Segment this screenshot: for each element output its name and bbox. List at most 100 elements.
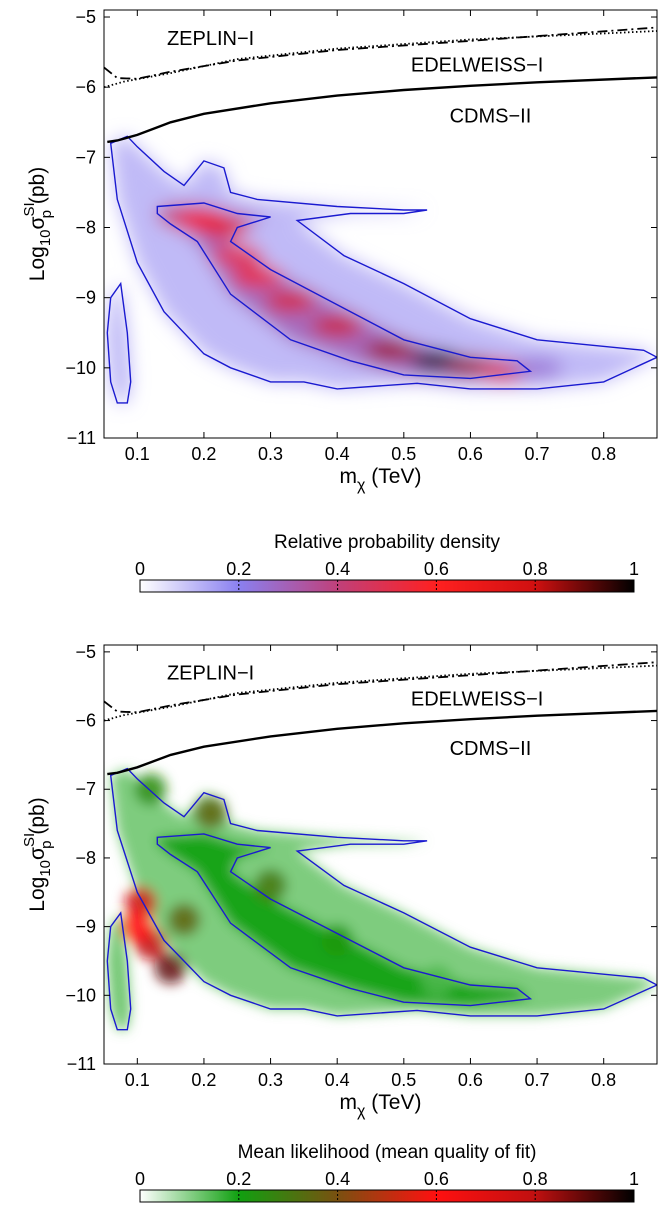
density-spot xyxy=(254,869,287,902)
density-spot xyxy=(311,315,364,336)
y-tick-label: −11 xyxy=(67,1054,96,1074)
cdms-limit-line xyxy=(107,76,657,144)
y-tick-label: −10 xyxy=(65,985,96,1005)
density-spot xyxy=(321,924,354,957)
density-field xyxy=(107,768,657,1030)
y-tick-label: −9 xyxy=(75,917,96,937)
credible-contour xyxy=(156,202,533,380)
x-tick-label: 0.8 xyxy=(591,1070,616,1090)
y-label-sub10: 10 xyxy=(37,860,54,877)
x-tick-label: 0.2 xyxy=(191,1070,216,1090)
cdms-limit-line xyxy=(107,709,657,776)
colorbar-tick-label: 0.8 xyxy=(523,559,548,579)
y-tick-label: −11 xyxy=(67,428,96,448)
colorbar-label: Relative probability density xyxy=(274,532,501,553)
x-tick-label: 0.6 xyxy=(458,444,483,464)
limit-label: CDMS−II xyxy=(450,738,532,760)
density-spot xyxy=(197,217,250,238)
density-blob xyxy=(107,912,131,1030)
limit-label: ZEPLIN−I xyxy=(167,662,254,684)
y-tick-label: −9 xyxy=(75,288,96,308)
colorbar-tick-label: 0 xyxy=(135,1169,145,1189)
y-tick-label: −6 xyxy=(75,77,96,97)
x-tick-label: 0.1 xyxy=(125,444,150,464)
y-axis-label: Log10σSIp (pb) xyxy=(21,167,55,281)
x-axis-label: mχ (TeV) xyxy=(340,1091,422,1120)
credible-contour xyxy=(156,833,533,1007)
x-tick-label: 0.7 xyxy=(525,1070,550,1090)
colorbar-tick-label: 0.2 xyxy=(226,1169,251,1189)
x-tick-label: 0.3 xyxy=(258,444,283,464)
x-tick-label: 0.3 xyxy=(258,1070,283,1090)
density-spot xyxy=(211,245,264,266)
y-label-sup: SI xyxy=(21,202,38,216)
colorbar xyxy=(139,579,635,593)
density-core xyxy=(157,833,531,1006)
colorbar-label: Mean likelihood (mean quality of fit) xyxy=(238,1142,537,1163)
x-tick-label: 0.7 xyxy=(525,444,550,464)
colorbar-tick-label: 0.6 xyxy=(424,559,449,579)
density-spot xyxy=(121,910,154,943)
x-label-sub: χ xyxy=(357,1103,366,1120)
density-haze xyxy=(110,768,657,1016)
colorbar-tick-label: 1 xyxy=(629,1169,639,1189)
y-label-subp: p xyxy=(38,840,55,848)
colorbar-tick-label: 0 xyxy=(135,559,145,579)
colorbar-tick-label: 0.2 xyxy=(226,559,251,579)
y-label-sigma: σ xyxy=(26,216,49,229)
colorbar xyxy=(139,1189,635,1203)
y-label-main: Log xyxy=(26,246,49,281)
plot-area xyxy=(104,26,657,404)
x-tick-label: 0.6 xyxy=(458,1070,483,1090)
y-label-subp: p xyxy=(38,210,55,218)
x-label-rest: (TeV) xyxy=(365,465,421,488)
density-haze xyxy=(110,136,657,389)
density-spot xyxy=(364,340,417,361)
axes-frame xyxy=(103,9,658,439)
colorbar-tick-label: 0.8 xyxy=(523,1169,548,1189)
y-tick-label: −5 xyxy=(75,642,96,662)
density-spot xyxy=(124,886,157,919)
y-tick-label: −7 xyxy=(75,779,96,799)
colorbar-tick-label: 0.6 xyxy=(424,1169,449,1189)
chart-top: ZEPLIN−I EDELWEISS−I CDMS−II 0.1 0.2 0.3 0.4 0.… xyxy=(21,7,658,593)
limit-label: ZEPLIN−I xyxy=(167,28,254,50)
y-label-main: Log xyxy=(26,877,49,912)
credible-contour xyxy=(106,281,132,404)
edelweiss-limit-line xyxy=(104,26,657,80)
y-tick-label: −6 xyxy=(75,711,96,731)
x-label-sub: χ xyxy=(357,477,366,494)
x-tick-label: 0.4 xyxy=(325,444,350,464)
y-tick-label: −7 xyxy=(75,147,96,167)
chart-bottom: ZEPLIN−I EDELWEISS−I CDMS−II 0.1 0.2 0.3 0.4 0.… xyxy=(21,642,658,1203)
limit-label: EDELWEISS−I xyxy=(411,688,543,710)
credible-contour xyxy=(109,767,657,1017)
y-tick-label: −8 xyxy=(75,218,96,238)
x-label-main: m xyxy=(340,1091,358,1114)
y-label-sup: SI xyxy=(21,833,38,847)
colorbar-tick-label: 0.4 xyxy=(325,1169,350,1189)
zeplin-limit-line xyxy=(104,664,657,722)
y-axis-label: Log10σSIp (pb) xyxy=(21,797,55,911)
x-tick-label: 0.4 xyxy=(325,1070,350,1090)
colorbar-tick-label: 1 xyxy=(629,559,639,579)
limit-label: CDMS−II xyxy=(450,105,532,127)
density-spot xyxy=(264,291,317,312)
colorbar-tick-label: 0.4 xyxy=(325,559,350,579)
credible-contour xyxy=(106,911,132,1031)
density-spot xyxy=(154,951,187,984)
credible-contour xyxy=(109,135,657,390)
y-tick-label: −8 xyxy=(75,848,96,868)
axes-frame xyxy=(103,644,658,1065)
y-label-rest: (pb) xyxy=(26,167,49,210)
x-tick-label: 0.1 xyxy=(125,1070,150,1090)
edelweiss-limit-line xyxy=(104,661,657,714)
y-label-sub10: 10 xyxy=(37,229,54,246)
density-spot xyxy=(194,797,227,830)
density-spot xyxy=(421,965,454,998)
density-field xyxy=(107,136,657,403)
y-tick-label: −10 xyxy=(65,358,96,378)
limit-label: EDELWEISS−I xyxy=(411,55,543,77)
x-tick-label: 0.5 xyxy=(391,1070,416,1090)
